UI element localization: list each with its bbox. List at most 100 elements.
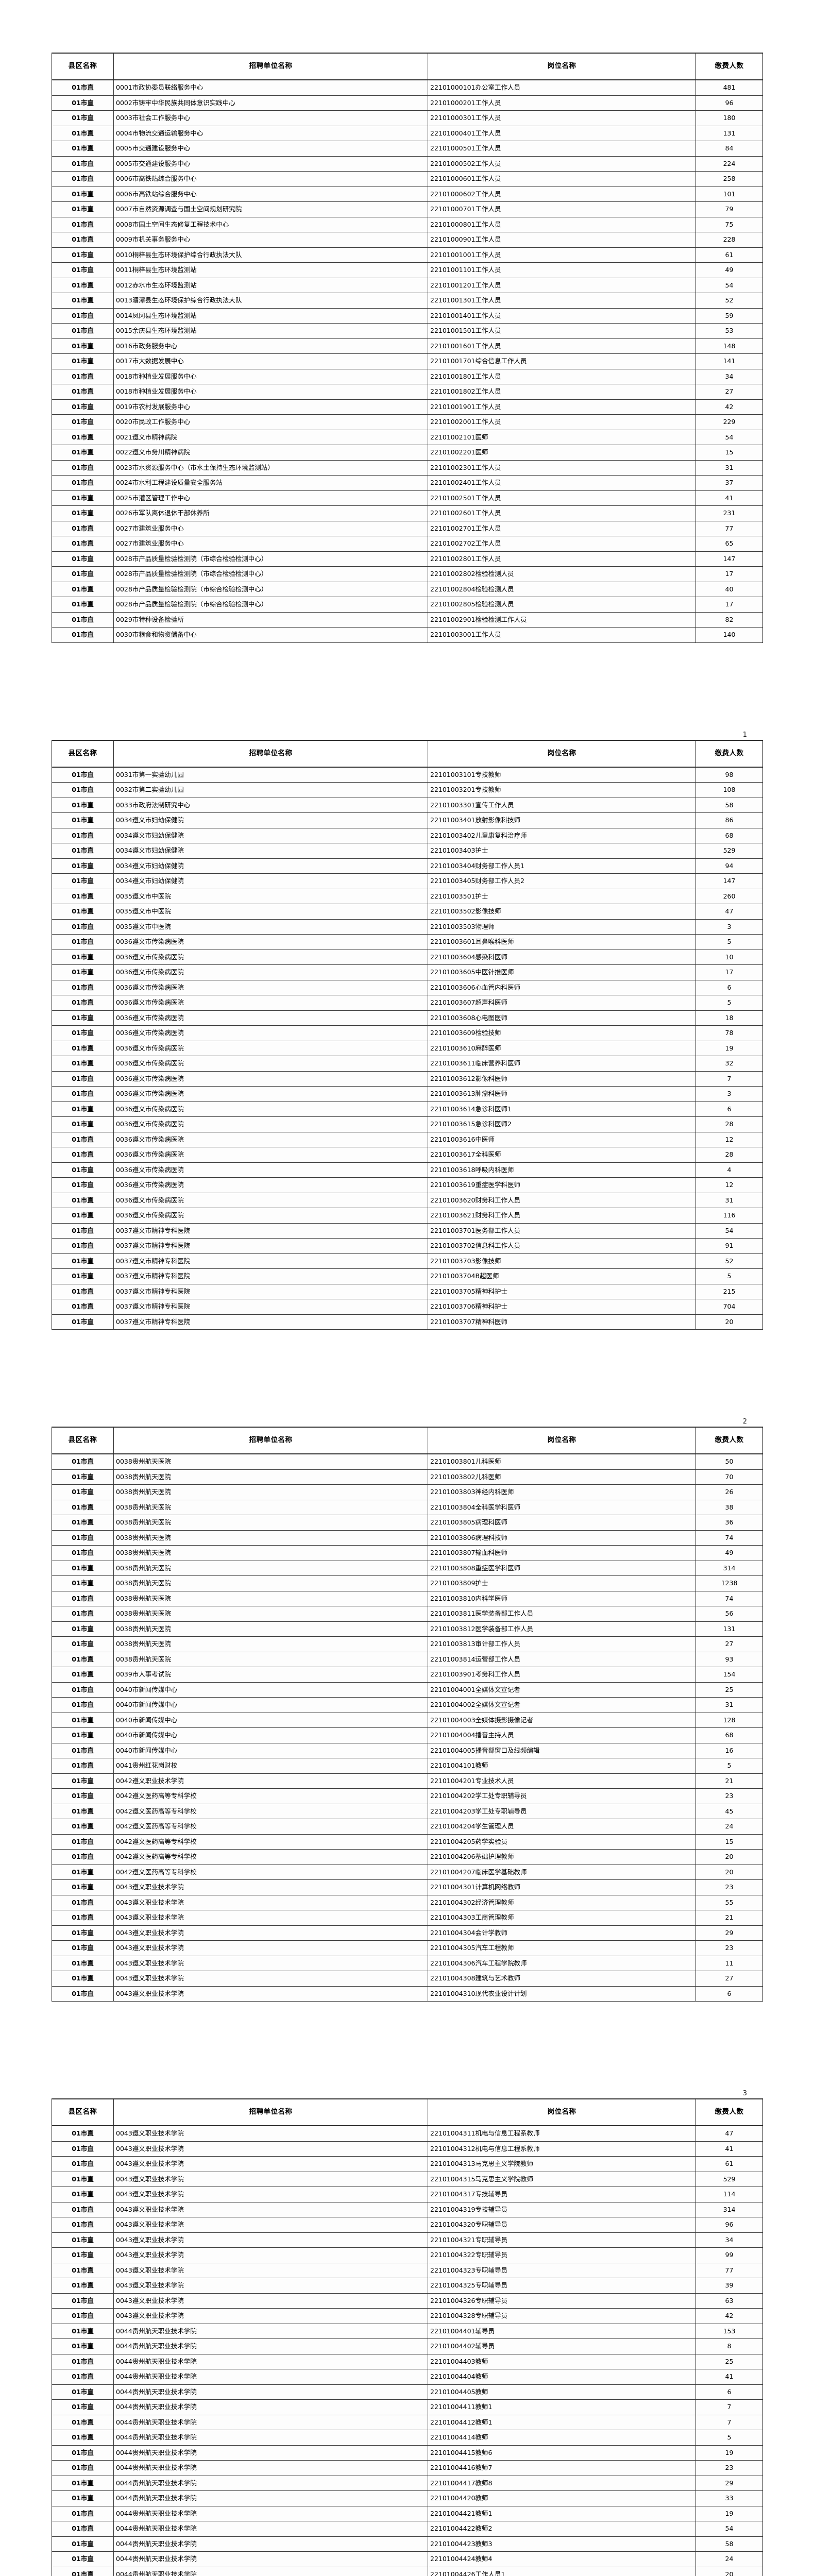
cell-post: 22101001201工作人员 [428, 277, 696, 293]
cell-unit: 0044贵州航天职业技术学院 [113, 2536, 428, 2552]
cell-count: 50 [696, 1453, 763, 1470]
cell-count: 231 [696, 505, 763, 521]
cell-district: 01市直 [52, 1499, 114, 1515]
cell-count: 77 [696, 520, 763, 536]
cell-count: 20 [696, 1864, 763, 1880]
table-row: 01市直 0043遵义职业技术学院 22101004328专职辅导员 42 [52, 2308, 763, 2324]
cell-count: 19 [696, 2445, 763, 2461]
cell-count: 3 [696, 919, 763, 935]
cell-district: 01市直 [52, 216, 114, 232]
cell-unit: 0038贵州航天医院 [113, 1499, 428, 1515]
cell-unit: 0038贵州航天医院 [113, 1636, 428, 1652]
cell-post: 22101004205药学实验员 [428, 1834, 696, 1850]
cell-count: 42 [696, 399, 763, 415]
cell-district: 01市直 [52, 1469, 114, 1485]
column-header-count: 缴费人数 [696, 2098, 763, 2126]
cell-count: 74 [696, 1590, 763, 1606]
cell-district: 01市直 [52, 2353, 114, 2369]
cell-unit: 0042遵义医药高等专科学校 [113, 1834, 428, 1850]
cell-district: 01市直 [52, 2384, 114, 2400]
cell-unit: 0036遵义市传染病医院 [113, 1056, 428, 1072]
cell-post: 22101003701医务部工作人员 [428, 1223, 696, 1239]
cell-count: 11 [696, 1955, 763, 1971]
cell-district: 01市直 [52, 1727, 114, 1743]
cell-district: 01市直 [52, 2414, 114, 2430]
cell-district: 01市直 [52, 1010, 114, 1026]
column-header-post: 岗位名称 [428, 1427, 696, 1454]
cell-district: 01市直 [52, 1910, 114, 1926]
cell-count: 7 [696, 2414, 763, 2430]
cell-post: 22101003813审计部工作人员 [428, 1636, 696, 1652]
cell-count: 481 [696, 79, 763, 96]
table-row: 01市直 0043遵义职业技术学院 22101004308建筑与艺术教师 27 [52, 1971, 763, 1987]
cell-unit: 0027市建筑业服务中心 [113, 520, 428, 536]
table-row: 01市直 0034遵义市妇幼保健院 22101003401放射影像科技师 86 [52, 812, 763, 828]
cell-post: 22101004311机电与信息工程系教师 [428, 2125, 696, 2142]
cell-post: 22101002601工作人员 [428, 505, 696, 521]
cell-unit: 0011桐梓县生态环境监测站 [113, 262, 428, 278]
cell-unit: 0044贵州航天职业技术学院 [113, 2430, 428, 2446]
cell-district: 01市直 [52, 551, 114, 567]
cell-district: 01市直 [52, 353, 114, 369]
cell-unit: 0038贵州航天医院 [113, 1453, 428, 1470]
cell-post: 22101003402儿童康复科治疗师 [428, 827, 696, 843]
table-row: 01市直 0036遵义市传染病医院 22101003611临床营养科医师 32 [52, 1056, 763, 1072]
cell-count: 131 [696, 1621, 763, 1637]
table-row: 01市直 0036遵义市传染病医院 22101003604感染科医师 10 [52, 949, 763, 965]
cell-district: 01市直 [52, 1606, 114, 1622]
cell-count: 147 [696, 873, 763, 889]
cell-unit: 0043遵义职业技术学院 [113, 1894, 428, 1910]
cell-unit: 0038贵州航天医院 [113, 1530, 428, 1546]
cell-district: 01市直 [52, 1162, 114, 1178]
table-row: 01市直 0016市政务服务中心 22101001601工作人员 148 [52, 338, 763, 354]
cell-post: 22101001901工作人员 [428, 399, 696, 415]
cell-unit: 0043遵义职业技术学院 [113, 1910, 428, 1926]
table-row: 01市直 0036遵义市传染病医院 22101003614急诊科医师1 6 [52, 1101, 763, 1117]
cell-count: 12 [696, 1177, 763, 1193]
cell-district: 01市直 [52, 110, 114, 126]
page-top-margin [0, 2038, 814, 2089]
cell-district: 01市直 [52, 1590, 114, 1606]
cell-unit: 0004市物流交通运输服务中心 [113, 125, 428, 141]
cell-count: 229 [696, 414, 763, 430]
table-row: 01市直 0036遵义市传染病医院 22101003612影像科医师 7 [52, 1071, 763, 1087]
table-row: 01市直 0043遵义职业技术学院 22101004323专职辅导员 77 [52, 2262, 763, 2278]
cell-district: 01市直 [52, 1283, 114, 1299]
cell-unit: 0040市新闻传媒中心 [113, 1727, 428, 1743]
cell-unit: 0044贵州航天职业技术学院 [113, 2369, 428, 2385]
cell-district: 01市直 [52, 1515, 114, 1531]
column-header-unit: 招聘单位名称 [113, 739, 428, 768]
cell-unit: 0022遵义市务川精神病院 [113, 445, 428, 461]
cell-district: 01市直 [52, 1253, 114, 1269]
cell-count: 84 [696, 141, 763, 157]
cell-post: 22101003803神经内科医师 [428, 1484, 696, 1500]
table-row: 01市直 0018市种植业发展服务中心 22101001802工作人员 27 [52, 384, 763, 400]
cell-unit: 0036遵义市传染病医院 [113, 1147, 428, 1163]
cell-district: 01市直 [52, 904, 114, 920]
cell-count: 42 [696, 2308, 763, 2324]
cell-unit: 0032市第二实验幼儿园 [113, 782, 428, 798]
cell-count: 93 [696, 1651, 763, 1667]
cell-unit: 0007市自然资源调查与国土空间规划研究院 [113, 201, 428, 217]
table-row: 01市直 0003市社会工作服务中心 22101000301工作人员 180 [52, 110, 763, 126]
cell-unit: 0044贵州航天职业技术学院 [113, 2505, 428, 2521]
cell-count: 5 [696, 995, 763, 1011]
cell-unit: 0036遵义市传染病医院 [113, 1101, 428, 1117]
cell-unit: 0038贵州航天医院 [113, 1590, 428, 1606]
cell-unit: 0024市水利工程建设质量安全服务站 [113, 475, 428, 491]
cell-unit: 0038贵州航天医院 [113, 1484, 428, 1500]
table-row: 01市直 0038贵州航天医院 22101003810内科学医师 74 [52, 1590, 763, 1606]
table-row: 01市直 0035遵义市中医院 22101003502影像技师 47 [52, 904, 763, 920]
table-row: 01市直 0036遵义市传染病医院 22101003608心电图医师 18 [52, 1010, 763, 1026]
table-row: 01市直 0038贵州航天医院 22101003806病理科技师 74 [52, 1530, 763, 1546]
cell-district: 01市直 [52, 1697, 114, 1713]
cell-unit: 0036遵义市传染病医院 [113, 1040, 428, 1056]
cell-post: 22101000601工作人员 [428, 171, 696, 187]
cell-district: 01市直 [52, 490, 114, 506]
table-row: 01市直 0044贵州航天职业技术学院 22101004404教师 41 [52, 2369, 763, 2385]
cell-count: 24 [696, 1819, 763, 1835]
cell-count: 38 [696, 1499, 763, 1515]
cell-district: 01市直 [52, 612, 114, 628]
document-page: 县区名称 招聘单位名称 岗位名称 缴费人数 01市直 0001市政协委员联络服务中心 221… [0, 0, 814, 679]
cell-count: 98 [696, 767, 763, 783]
